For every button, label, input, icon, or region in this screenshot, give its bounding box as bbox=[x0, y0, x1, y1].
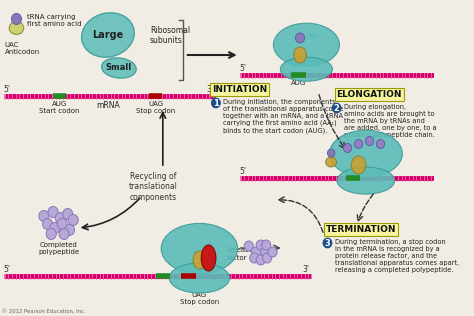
Circle shape bbox=[50, 222, 60, 234]
Text: Ribosomal
subunits: Ribosomal subunits bbox=[150, 26, 190, 46]
Ellipse shape bbox=[169, 263, 229, 293]
Ellipse shape bbox=[9, 21, 24, 34]
Text: UAG
Stop codon: UAG Stop codon bbox=[136, 101, 175, 114]
Text: 3: 3 bbox=[325, 239, 330, 248]
Circle shape bbox=[252, 247, 261, 257]
Text: INITIATION: INITIATION bbox=[212, 85, 267, 94]
Circle shape bbox=[46, 228, 56, 240]
Ellipse shape bbox=[280, 57, 332, 81]
Text: AUG
Start codon: AUG Start codon bbox=[39, 101, 80, 114]
Text: 3': 3' bbox=[302, 265, 309, 274]
Text: tRNA carrying
first amino acid: tRNA carrying first amino acid bbox=[27, 14, 82, 27]
Circle shape bbox=[59, 228, 69, 240]
Circle shape bbox=[244, 241, 254, 251]
Circle shape bbox=[57, 218, 67, 229]
Circle shape bbox=[211, 98, 220, 108]
Circle shape bbox=[295, 33, 305, 43]
Circle shape bbox=[262, 240, 271, 250]
Ellipse shape bbox=[101, 58, 136, 78]
Circle shape bbox=[64, 224, 74, 235]
Circle shape bbox=[344, 143, 352, 153]
Text: 5': 5' bbox=[240, 64, 246, 73]
Text: AA₁: AA₁ bbox=[308, 33, 321, 39]
Ellipse shape bbox=[193, 251, 206, 269]
Circle shape bbox=[256, 255, 265, 265]
Text: UAG
Stop codon: UAG Stop codon bbox=[180, 292, 219, 305]
Text: TERMINATION: TERMINATION bbox=[326, 225, 396, 234]
Circle shape bbox=[261, 247, 270, 257]
Circle shape bbox=[355, 139, 363, 149]
Circle shape bbox=[250, 253, 259, 263]
Text: © 2012 Pearson Education, Inc.: © 2012 Pearson Education, Inc. bbox=[2, 309, 85, 314]
Text: 5': 5' bbox=[240, 167, 246, 176]
Text: During initiation, the components
of the translational apparatus come
together w: During initiation, the components of the… bbox=[223, 99, 344, 134]
Circle shape bbox=[256, 240, 265, 250]
Text: UAC
Anticodon: UAC Anticodon bbox=[5, 42, 40, 55]
Text: 5': 5' bbox=[4, 85, 10, 94]
Circle shape bbox=[63, 209, 73, 220]
Circle shape bbox=[365, 137, 374, 145]
Text: During elongation,
amino acids are brought to
the mRNA by tRNAs and
are added, o: During elongation, amino acids are broug… bbox=[344, 104, 437, 138]
Ellipse shape bbox=[293, 47, 306, 63]
Text: AUG: AUG bbox=[291, 80, 306, 86]
Circle shape bbox=[323, 238, 332, 248]
Text: Completed
polypeptide: Completed polypeptide bbox=[38, 242, 79, 255]
Text: Recycling of
translational
components: Recycling of translational components bbox=[129, 172, 178, 202]
Circle shape bbox=[376, 139, 384, 149]
Ellipse shape bbox=[329, 130, 402, 177]
Circle shape bbox=[43, 218, 53, 229]
Circle shape bbox=[55, 212, 65, 223]
Circle shape bbox=[48, 206, 58, 217]
Circle shape bbox=[268, 247, 277, 257]
Ellipse shape bbox=[326, 157, 337, 167]
Circle shape bbox=[328, 149, 335, 157]
Ellipse shape bbox=[161, 223, 237, 274]
Circle shape bbox=[68, 215, 78, 226]
Text: Release
factor: Release factor bbox=[227, 247, 254, 260]
Text: mRNA: mRNA bbox=[96, 101, 120, 110]
Ellipse shape bbox=[82, 13, 134, 57]
Ellipse shape bbox=[273, 23, 339, 66]
Ellipse shape bbox=[201, 245, 216, 271]
Text: During termination, a stop codon
in the mRNA is recognized by a
protein release : During termination, a stop codon in the … bbox=[335, 239, 459, 273]
Text: 5': 5' bbox=[4, 265, 10, 274]
Ellipse shape bbox=[351, 156, 366, 174]
Circle shape bbox=[39, 210, 49, 222]
Ellipse shape bbox=[337, 167, 395, 194]
Text: 2: 2 bbox=[334, 104, 339, 113]
Circle shape bbox=[263, 253, 272, 263]
Text: 1: 1 bbox=[213, 99, 219, 108]
Text: ELONGATION: ELONGATION bbox=[337, 90, 402, 99]
Text: Small: Small bbox=[106, 64, 132, 72]
Text: Large: Large bbox=[92, 30, 124, 40]
Circle shape bbox=[11, 14, 21, 25]
Circle shape bbox=[332, 103, 341, 113]
Text: 3': 3' bbox=[206, 85, 213, 94]
